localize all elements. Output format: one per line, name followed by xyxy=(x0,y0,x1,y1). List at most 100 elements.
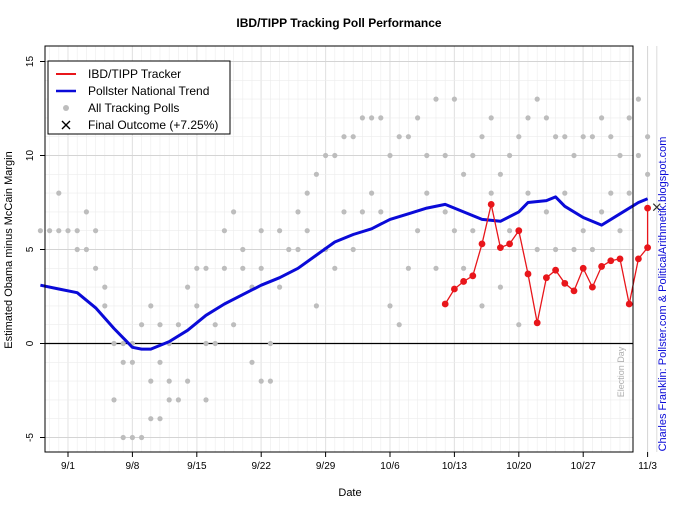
poll-point xyxy=(608,134,614,140)
ibd-point xyxy=(570,287,578,295)
poll-point xyxy=(525,190,531,196)
poll-point xyxy=(507,228,513,234)
poll-point xyxy=(56,228,62,234)
poll-point xyxy=(102,284,108,290)
poll-point xyxy=(359,209,365,215)
x-tick-label: 9/1 xyxy=(61,461,75,472)
poll-point xyxy=(645,171,651,177)
poll-point xyxy=(83,246,89,253)
ibd-point xyxy=(524,270,532,278)
poll-point xyxy=(589,246,596,253)
ibd-point xyxy=(625,300,633,308)
y-tick-label: 15 xyxy=(25,56,36,68)
poll-point xyxy=(635,96,642,102)
poll-point xyxy=(203,397,209,403)
ibd-point xyxy=(607,257,615,265)
poll-point xyxy=(507,152,513,159)
poll-point xyxy=(387,152,393,159)
poll-point xyxy=(83,209,89,215)
poll-point xyxy=(93,228,99,234)
poll-point xyxy=(378,209,384,215)
ibd-line xyxy=(444,204,649,323)
y-tick-label: -5 xyxy=(25,433,36,442)
poll-point xyxy=(369,115,375,121)
poll-point xyxy=(387,303,393,309)
poll-point xyxy=(148,303,154,309)
trend-line xyxy=(40,195,649,351)
poll-point xyxy=(470,152,476,159)
poll-point xyxy=(267,340,273,347)
x-axis-ticks: 9/1 9/8 9/15 9/22 9/29 10/6 10/13 10/20 10/27 11/… xyxy=(61,452,657,472)
poll-point xyxy=(553,246,559,253)
poll-point xyxy=(258,378,264,384)
poll-point xyxy=(304,228,310,234)
ibd-point xyxy=(589,283,596,291)
y-tick-label: 0 xyxy=(25,340,36,346)
poll-point xyxy=(378,115,384,121)
ibd-point xyxy=(506,240,513,248)
poll-point xyxy=(433,96,439,102)
ibd-point xyxy=(478,240,486,248)
poll-point xyxy=(231,209,237,215)
poll-point xyxy=(516,134,522,140)
ibd-point xyxy=(644,244,651,252)
poll-point xyxy=(175,322,181,328)
poll-point xyxy=(277,228,283,234)
x-tick-label: 10/6 xyxy=(380,461,400,472)
ibd-point xyxy=(533,319,541,327)
poll-point xyxy=(47,228,53,234)
poll-point xyxy=(488,115,494,121)
poll-point xyxy=(194,303,200,309)
poll-point xyxy=(369,190,375,196)
poll-point xyxy=(148,416,154,422)
ibd-point xyxy=(561,279,569,287)
ibd-point xyxy=(451,285,458,293)
poll-point xyxy=(240,265,246,271)
poll-point xyxy=(497,171,503,177)
poll-point xyxy=(203,265,209,271)
poll-point xyxy=(37,228,44,234)
poll-point xyxy=(231,322,237,328)
poll-point xyxy=(139,434,145,441)
poll-point xyxy=(157,322,163,328)
poll-point xyxy=(396,134,402,140)
poll-point xyxy=(424,190,430,196)
poll-point xyxy=(157,416,163,422)
poll-point xyxy=(589,134,596,140)
ibd-point xyxy=(469,272,477,280)
ibd-point xyxy=(487,200,495,208)
poll-point xyxy=(396,322,402,328)
ibd-point xyxy=(515,227,523,235)
poll-point xyxy=(617,152,623,159)
poll-point xyxy=(175,397,181,403)
poll-point xyxy=(497,284,503,290)
poll-point xyxy=(267,378,273,384)
poll-point xyxy=(212,322,218,328)
ibd-point xyxy=(644,204,651,212)
x-tick-label: 10/13 xyxy=(442,461,467,472)
poll-point xyxy=(562,190,568,196)
poll-point xyxy=(405,134,411,140)
poll-point xyxy=(111,397,117,403)
credit-text: Charles Franklin: Pollster.com & Politic… xyxy=(657,137,669,452)
final-outcome-marker xyxy=(652,203,661,212)
poll-point xyxy=(461,171,467,177)
poll-point xyxy=(608,190,614,196)
poll-point xyxy=(258,265,264,271)
poll-point xyxy=(553,134,559,140)
poll-point xyxy=(405,265,411,271)
ibd-tipp-series xyxy=(441,200,661,327)
poll-point xyxy=(516,322,522,328)
poll-point xyxy=(295,246,301,253)
poll-point xyxy=(626,115,632,121)
poll-point xyxy=(350,246,356,253)
poll-point xyxy=(129,359,135,365)
legend-cross-icon xyxy=(61,120,71,130)
poll-point xyxy=(433,265,439,271)
x-tick-label: 9/15 xyxy=(187,461,207,472)
poll-point xyxy=(212,340,218,347)
poll-point xyxy=(120,340,126,347)
poll-point xyxy=(479,134,485,140)
poll-point xyxy=(313,171,319,177)
all-tracking-polls-series xyxy=(37,96,651,441)
